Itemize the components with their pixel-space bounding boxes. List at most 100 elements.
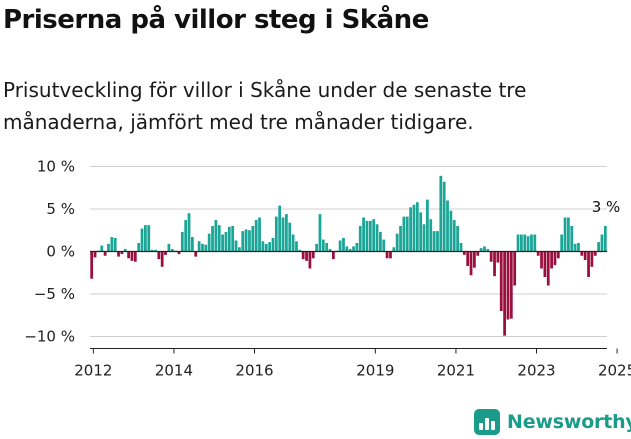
bar: [587, 251, 590, 277]
latest-value-label: 3 %: [592, 198, 621, 216]
y-tick-label: 0 %: [46, 243, 75, 261]
bar: [130, 251, 134, 261]
bar: [164, 251, 167, 255]
bar: [137, 243, 141, 252]
bar: [271, 237, 275, 252]
x-tick-label: 2012: [74, 362, 112, 380]
bar: [285, 214, 288, 252]
bar: [426, 199, 429, 252]
bar: [345, 246, 349, 252]
y-axis: 10 % 5 % 0 % −5 % −10 %: [24, 158, 75, 346]
bar: [103, 251, 107, 256]
bar: [140, 228, 144, 252]
bar: [479, 248, 483, 252]
newsworthy-logo: Newsworthy: [474, 407, 631, 437]
bar: [241, 231, 245, 252]
bar: [563, 217, 567, 252]
bar: [100, 245, 104, 252]
bar: [234, 240, 238, 252]
bar: [382, 239, 386, 252]
bar: [261, 241, 265, 252]
bar: [127, 251, 130, 259]
bar-chart-icon: [474, 409, 500, 435]
bar: [419, 212, 423, 252]
bar: [194, 251, 198, 257]
bar: [536, 251, 540, 256]
bar: [90, 251, 94, 279]
bar: [368, 220, 372, 252]
x-tick-label: 2021: [437, 362, 475, 380]
bar: [459, 243, 463, 252]
bar: [170, 248, 174, 252]
bar: [197, 241, 201, 252]
bar: [298, 249, 302, 252]
bar: [379, 231, 382, 252]
bar: [321, 239, 325, 252]
bar: [238, 247, 241, 252]
bar: [154, 249, 157, 252]
bar: [295, 241, 298, 252]
bar: [305, 251, 308, 261]
bar: [556, 251, 560, 259]
bar: [184, 220, 188, 252]
bar: [439, 175, 443, 252]
bar: [452, 220, 456, 252]
bar: [399, 226, 402, 252]
bar: [113, 237, 117, 252]
bar: [476, 251, 480, 256]
bar: [117, 251, 120, 257]
bar: [469, 251, 473, 276]
bar: [533, 234, 537, 252]
x-tick-label: 2016: [235, 362, 273, 380]
bar: [180, 231, 184, 252]
bar: [493, 251, 496, 277]
bar: [436, 231, 439, 252]
bar: [516, 234, 520, 252]
bar: [338, 240, 342, 252]
bar: [499, 251, 503, 311]
bar: [211, 226, 214, 252]
bar: [348, 248, 352, 252]
bar: [325, 243, 329, 252]
bar: [409, 207, 412, 252]
bar: [523, 234, 527, 252]
bar: [597, 242, 600, 252]
bar: [201, 243, 204, 252]
bar: [227, 226, 231, 252]
bar: [147, 225, 151, 252]
bar: [274, 216, 278, 252]
bar: [546, 251, 550, 286]
bar: [446, 200, 449, 252]
bar: [224, 231, 228, 252]
bar: [107, 243, 110, 252]
bar: [231, 226, 235, 252]
bar: [362, 217, 365, 252]
bar: [120, 251, 124, 255]
bar: [144, 225, 147, 252]
bar: [93, 251, 97, 258]
bar: [553, 251, 557, 266]
bar: [352, 246, 355, 252]
bar: [268, 242, 271, 252]
bar: [217, 225, 221, 252]
bar: [157, 251, 161, 260]
bar: [342, 237, 345, 252]
bar: [214, 220, 218, 252]
bar: [449, 210, 453, 252]
bar: [207, 233, 211, 252]
bar: [520, 234, 523, 252]
page-title: Priserna på villor steg i Skåne: [3, 5, 429, 35]
bar: [301, 251, 305, 260]
bar: [385, 251, 389, 259]
bar: [496, 251, 500, 263]
bar: [583, 251, 587, 260]
bar: [509, 251, 513, 319]
bar: [187, 213, 191, 252]
bar: [311, 251, 315, 259]
bar: [318, 214, 322, 252]
bar: [395, 233, 399, 252]
bar: [506, 251, 510, 320]
bar: [160, 251, 164, 267]
bar: [456, 226, 459, 252]
bar: [570, 226, 574, 252]
